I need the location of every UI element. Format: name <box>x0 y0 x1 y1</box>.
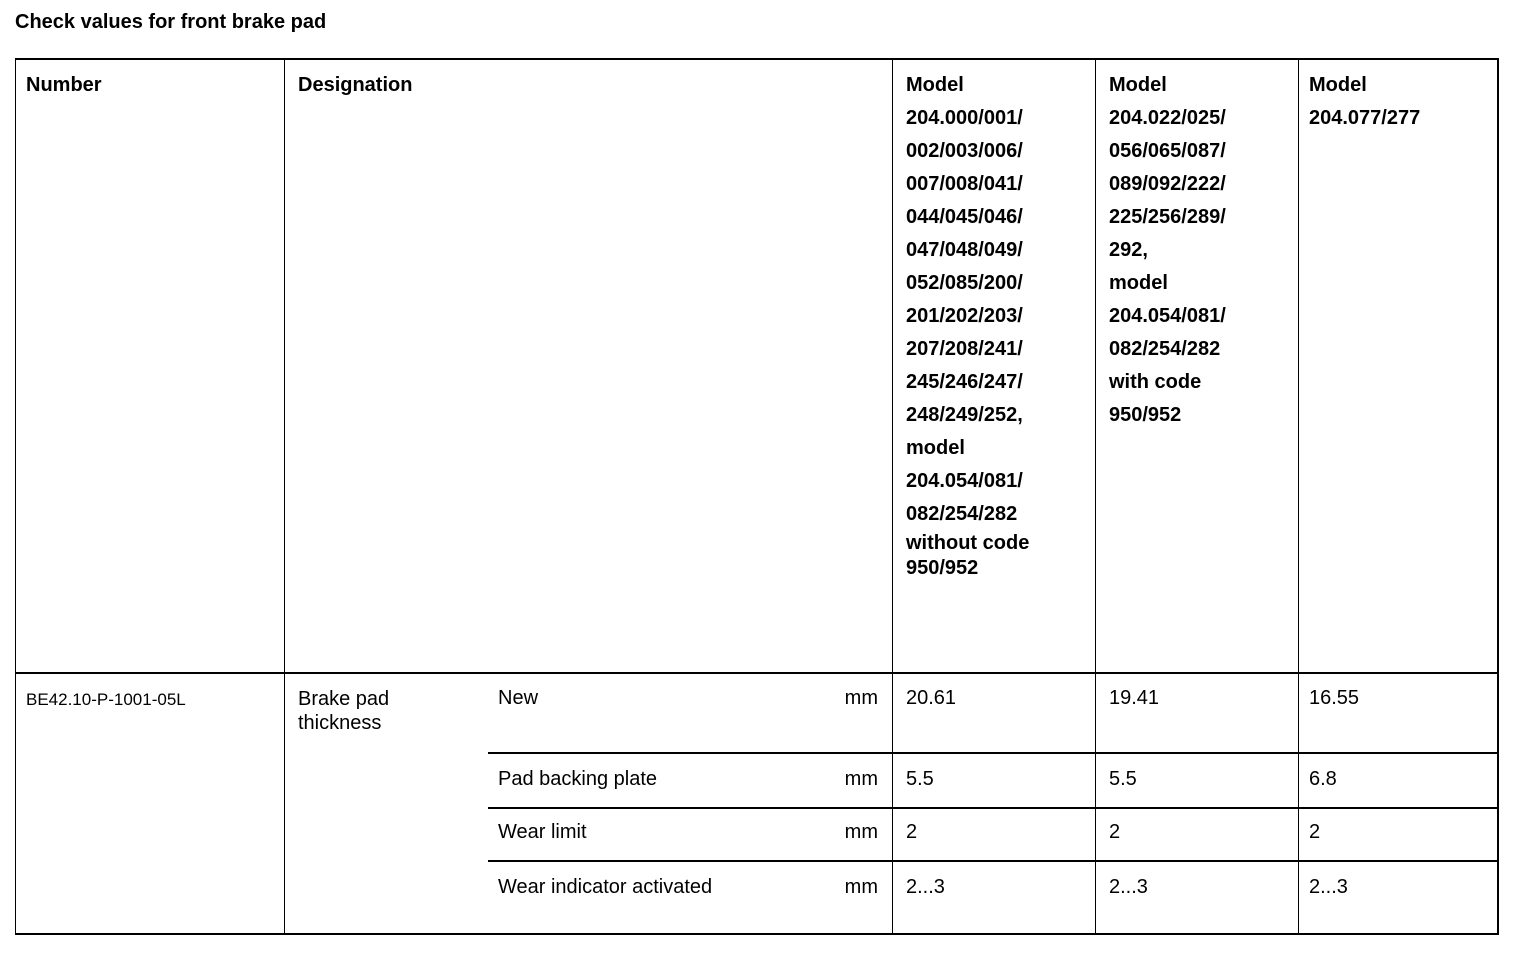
header-number: Number <box>26 74 102 96</box>
model-line: 089/092/222/ <box>1109 173 1226 195</box>
model-line: 204.054/081/ <box>906 470 1023 492</box>
subrow-label: Pad backing plate <box>498 768 658 790</box>
subrow-unit: mm <box>844 821 878 843</box>
page-title: Check values for front brake pad <box>15 11 327 33</box>
model-line: 007/008/041/ <box>906 173 1023 195</box>
col-divider <box>1095 58 1096 935</box>
header-model-1: Model 204.000/001/002/003/006/007/008/041… <box>906 69 1029 581</box>
header-designation: Designation <box>298 74 413 96</box>
subrow-value: 2...3 <box>906 876 945 898</box>
subrow-value: 19.41 <box>1109 687 1160 709</box>
model-line: 950/952 <box>1109 404 1182 426</box>
header-divider <box>15 672 1499 674</box>
model-line: model <box>1109 272 1168 294</box>
model-line: 204.077/277 <box>1309 107 1421 129</box>
row-designation: Brake pad thickness <box>298 688 390 734</box>
subrow-value: 5.5 <box>1109 768 1137 790</box>
model-line: without code <box>906 532 1030 554</box>
model-line: 292, <box>1109 239 1148 261</box>
subrow-value: 2 <box>906 821 918 843</box>
model-line: with code <box>1109 371 1202 393</box>
table-border-top <box>15 58 1499 60</box>
model-line: 204.022/025/ <box>1109 107 1226 129</box>
model-line: 204.000/001/ <box>906 107 1023 129</box>
model-line: 201/202/203/ <box>906 305 1023 327</box>
model-line: Model <box>906 74 964 96</box>
model-line: 047/048/049/ <box>906 239 1023 261</box>
subrow-value: 2 <box>1309 821 1321 843</box>
col-divider <box>892 58 893 935</box>
model-line: 207/208/241/ <box>906 338 1023 360</box>
subrow-label: Wear indicator activated <box>498 876 713 898</box>
model-line: 002/003/006/ <box>906 140 1023 162</box>
model-line: 225/256/289/ <box>1109 206 1226 228</box>
subrow-label: New <box>498 687 539 709</box>
col-divider <box>15 58 16 935</box>
model-line: model <box>906 437 965 459</box>
subrow-unit: mm <box>844 876 878 898</box>
subrow-value: 16.55 <box>1309 687 1360 709</box>
col-divider <box>1298 58 1299 935</box>
model-line: 056/065/087/ <box>1109 140 1226 162</box>
subrow-value: 2...3 <box>1309 876 1348 898</box>
table-border-bottom <box>15 933 1499 935</box>
model-line: 082/254/282 <box>906 503 1018 525</box>
row-divider <box>488 807 1499 809</box>
table-border-right <box>1497 58 1499 935</box>
header-model-2: Model 204.022/025/056/065/087/089/092/222… <box>1109 69 1226 432</box>
subrow-value: 2...3 <box>1109 876 1148 898</box>
model-line: 245/246/247/ <box>906 371 1023 393</box>
model-line: 248/249/252, <box>906 404 1023 426</box>
row-divider <box>488 860 1499 862</box>
model-line: 204.054/081/ <box>1109 305 1226 327</box>
subrow-unit: mm <box>844 687 878 709</box>
subrow-value: 6.8 <box>1309 768 1337 790</box>
header-model-3: Model 204.077/277 <box>1309 69 1420 135</box>
subrow-value: 2 <box>1109 821 1121 843</box>
row-number: BE42.10-P-1001-05L <box>26 690 186 709</box>
subrow-unit: mm <box>844 768 878 790</box>
model-line: 082/254/282 <box>1109 338 1221 360</box>
col-divider <box>284 58 285 935</box>
model-line: Model <box>1309 74 1367 96</box>
model-line: 950/952 <box>906 557 979 579</box>
row-divider <box>488 752 1499 754</box>
model-line: 052/085/200/ <box>906 272 1023 294</box>
model-line: Model <box>1109 74 1167 96</box>
subrow-label: Wear limit <box>498 821 587 843</box>
subrow-value: 5.5 <box>906 768 934 790</box>
model-line: 044/045/046/ <box>906 206 1023 228</box>
subrow-value: 20.61 <box>906 687 957 709</box>
